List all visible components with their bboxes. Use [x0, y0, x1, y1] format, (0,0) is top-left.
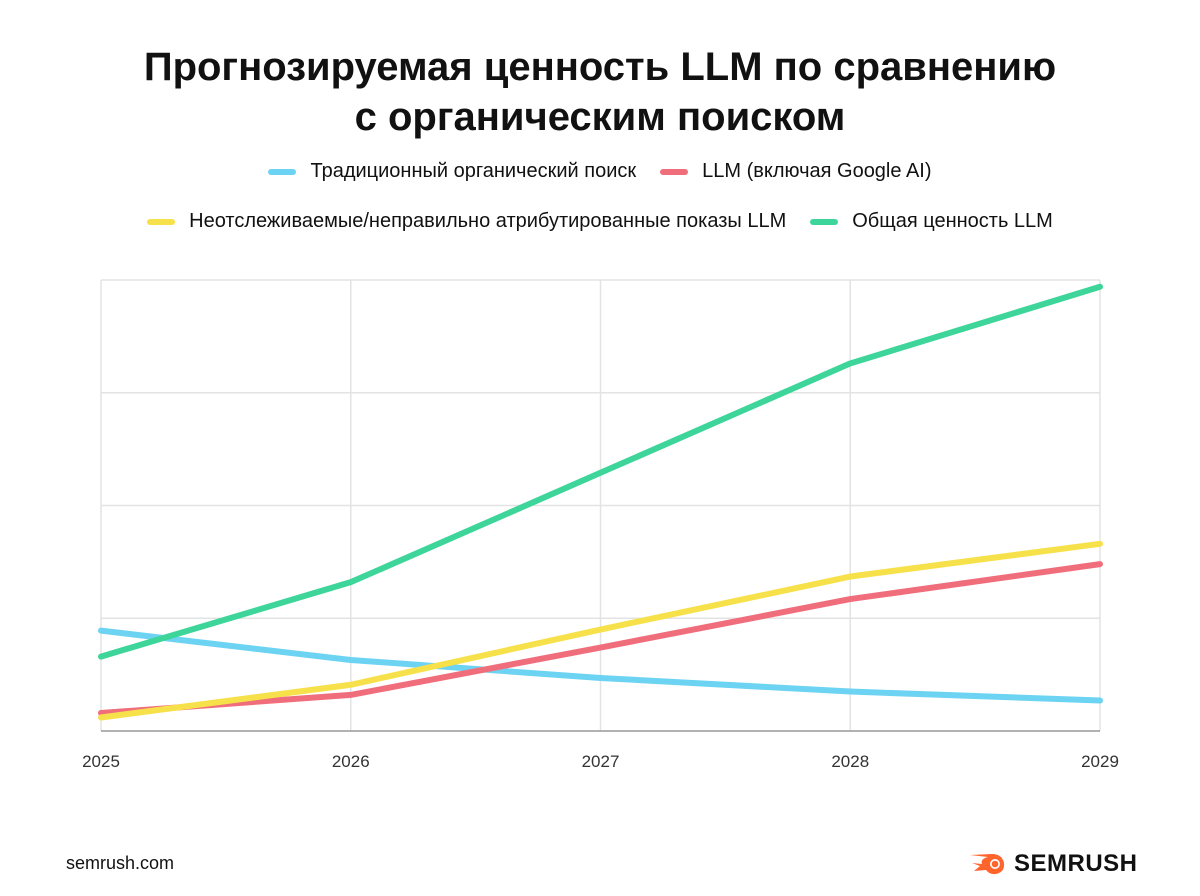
x-tick-label: 2028 — [831, 752, 869, 771]
semrush-logo: SEMRUSH — [968, 850, 1138, 878]
legend-item-organic: Традиционный органический поиск — [268, 160, 636, 183]
legend-item-total: Общая ценность LLM — [810, 210, 1053, 233]
legend-swatch — [147, 218, 176, 225]
title-line-1: Прогнозируемая ценность LLM по сравнению — [143, 45, 1057, 89]
legend-label: Неотслеживаемые/неправильно атрибутирова… — [189, 210, 787, 232]
x-tick-label: 2029 — [1081, 752, 1119, 771]
legend-item-llm: LLM (включая Google AI) — [660, 160, 932, 183]
legend-swatch — [810, 218, 839, 225]
x-tick-label: 2027 — [582, 752, 620, 771]
x-tick-label: 2025 — [82, 752, 120, 771]
x-tick-label: 2026 — [332, 752, 370, 771]
series-line-3 — [98, 283, 1103, 660]
series-line-1 — [98, 561, 1103, 716]
legend-swatch — [660, 168, 689, 175]
chart-title: Прогнозируемая ценность LLM по сравнению… — [0, 42, 1200, 142]
footer-site: semrush.com — [66, 853, 175, 873]
legend-label: LLM (включая Google AI) — [702, 160, 932, 182]
series-line-2 — [98, 540, 1103, 721]
series-line-0 — [98, 627, 1103, 704]
legend-row-2: Неотслеживаемые/неправильно атрибутирова… — [0, 210, 1200, 233]
legend-swatch — [268, 168, 297, 175]
title-line-2: с органическим поиском — [354, 95, 846, 139]
legend-label: Общая ценность LLM — [852, 210, 1053, 232]
semrush-flame-icon — [970, 854, 1005, 875]
legend-row-1: Традиционный органический поиск LLM (вкл… — [0, 160, 1200, 183]
legend-label: Традиционный органический поиск — [310, 160, 637, 182]
logo-text: SEMRUSH — [1014, 850, 1138, 877]
legend-item-untracked: Неотслеживаемые/неправильно атрибутирова… — [147, 210, 786, 233]
